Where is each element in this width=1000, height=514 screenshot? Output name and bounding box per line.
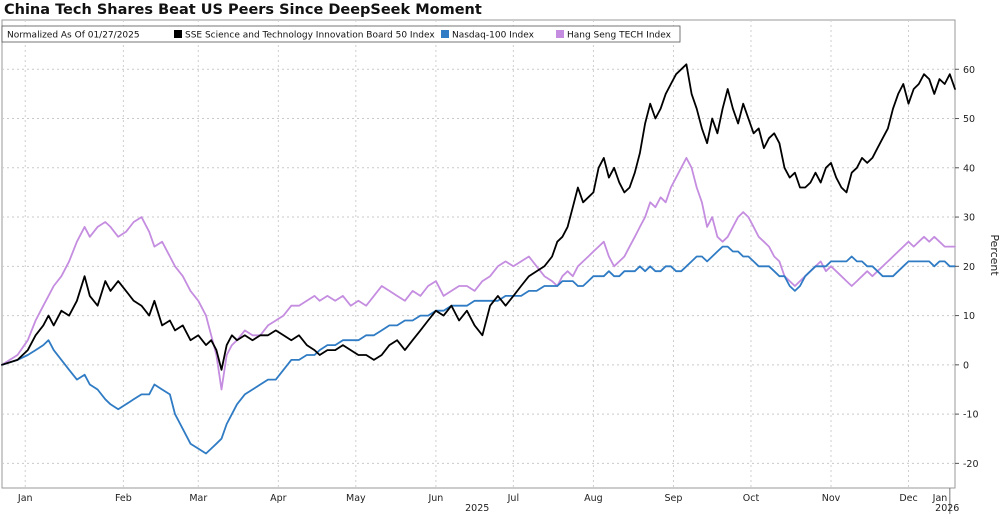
- y-tick-label: 40: [963, 163, 975, 174]
- series-line-sse-star50: [1, 63, 956, 371]
- x-tick-label: Jun: [427, 493, 443, 504]
- x-tick-label: Jan: [17, 493, 33, 504]
- legend-note: Normalized As Of 01/27/2025: [7, 31, 140, 41]
- x-tick-label: Apr: [270, 493, 287, 504]
- legend-box: [1, 25, 681, 43]
- legend: Normalized As Of 01/27/2025 SSE Science …: [1, 25, 681, 43]
- legend-swatch-nasdaq: [441, 30, 449, 38]
- legend-swatch-hang-seng: [556, 30, 564, 38]
- y-tick-label: 20: [963, 262, 975, 273]
- legend-swatch-sse: [174, 30, 182, 38]
- chart-title: China Tech Shares Beat US Peers Since De…: [4, 2, 482, 18]
- year-label: 2026: [935, 503, 959, 514]
- legend-label-sse: SSE Science and Technology Innovation Bo…: [185, 31, 435, 41]
- x-tick-label: Mar: [189, 493, 207, 504]
- x-tick-label: Aug: [584, 493, 603, 504]
- y-tick-label: -20: [963, 459, 979, 470]
- y-tick-label: 50: [963, 114, 975, 125]
- x-tick-label: Sep: [665, 493, 683, 504]
- x-tick-label: Nov: [822, 493, 841, 504]
- x-tick-label: Jan: [932, 493, 948, 504]
- plot-area: [1, 19, 956, 489]
- y-tick-label: 30: [963, 213, 975, 224]
- series-line-hang-seng-tech: [1, 156, 956, 391]
- x-tick-label: Feb: [115, 493, 132, 504]
- y-axis-title: Percent: [988, 234, 1000, 276]
- y-tick-label: 10: [963, 311, 975, 322]
- x-tick-label: Jul: [507, 493, 519, 504]
- grid-lines: [2, 20, 955, 488]
- x-axis: Jan Feb Mar Apr May Jun Jul Aug Sep Oct Nov Dec Jan2…: [17, 488, 959, 514]
- y-tick-label: -10: [963, 410, 979, 421]
- series-line-nasdaq-100: [1, 245, 956, 455]
- x-tick-label: Oct: [743, 493, 760, 504]
- y-axis: -20 -10 0 10 20 30 40 50 60: [955, 65, 979, 470]
- series-lines: [1, 63, 956, 455]
- y-tick-label: 0: [963, 360, 969, 371]
- x-tick-label: Dec: [899, 493, 917, 504]
- legend-label-hang-seng: Hang Seng TECH Index: [567, 31, 672, 41]
- legend-label-nasdaq: Nasdaq-100 Index: [452, 31, 535, 41]
- x-tick-label: May: [346, 493, 366, 504]
- y-tick-label: 60: [963, 65, 975, 76]
- year-label: 2025: [465, 503, 489, 514]
